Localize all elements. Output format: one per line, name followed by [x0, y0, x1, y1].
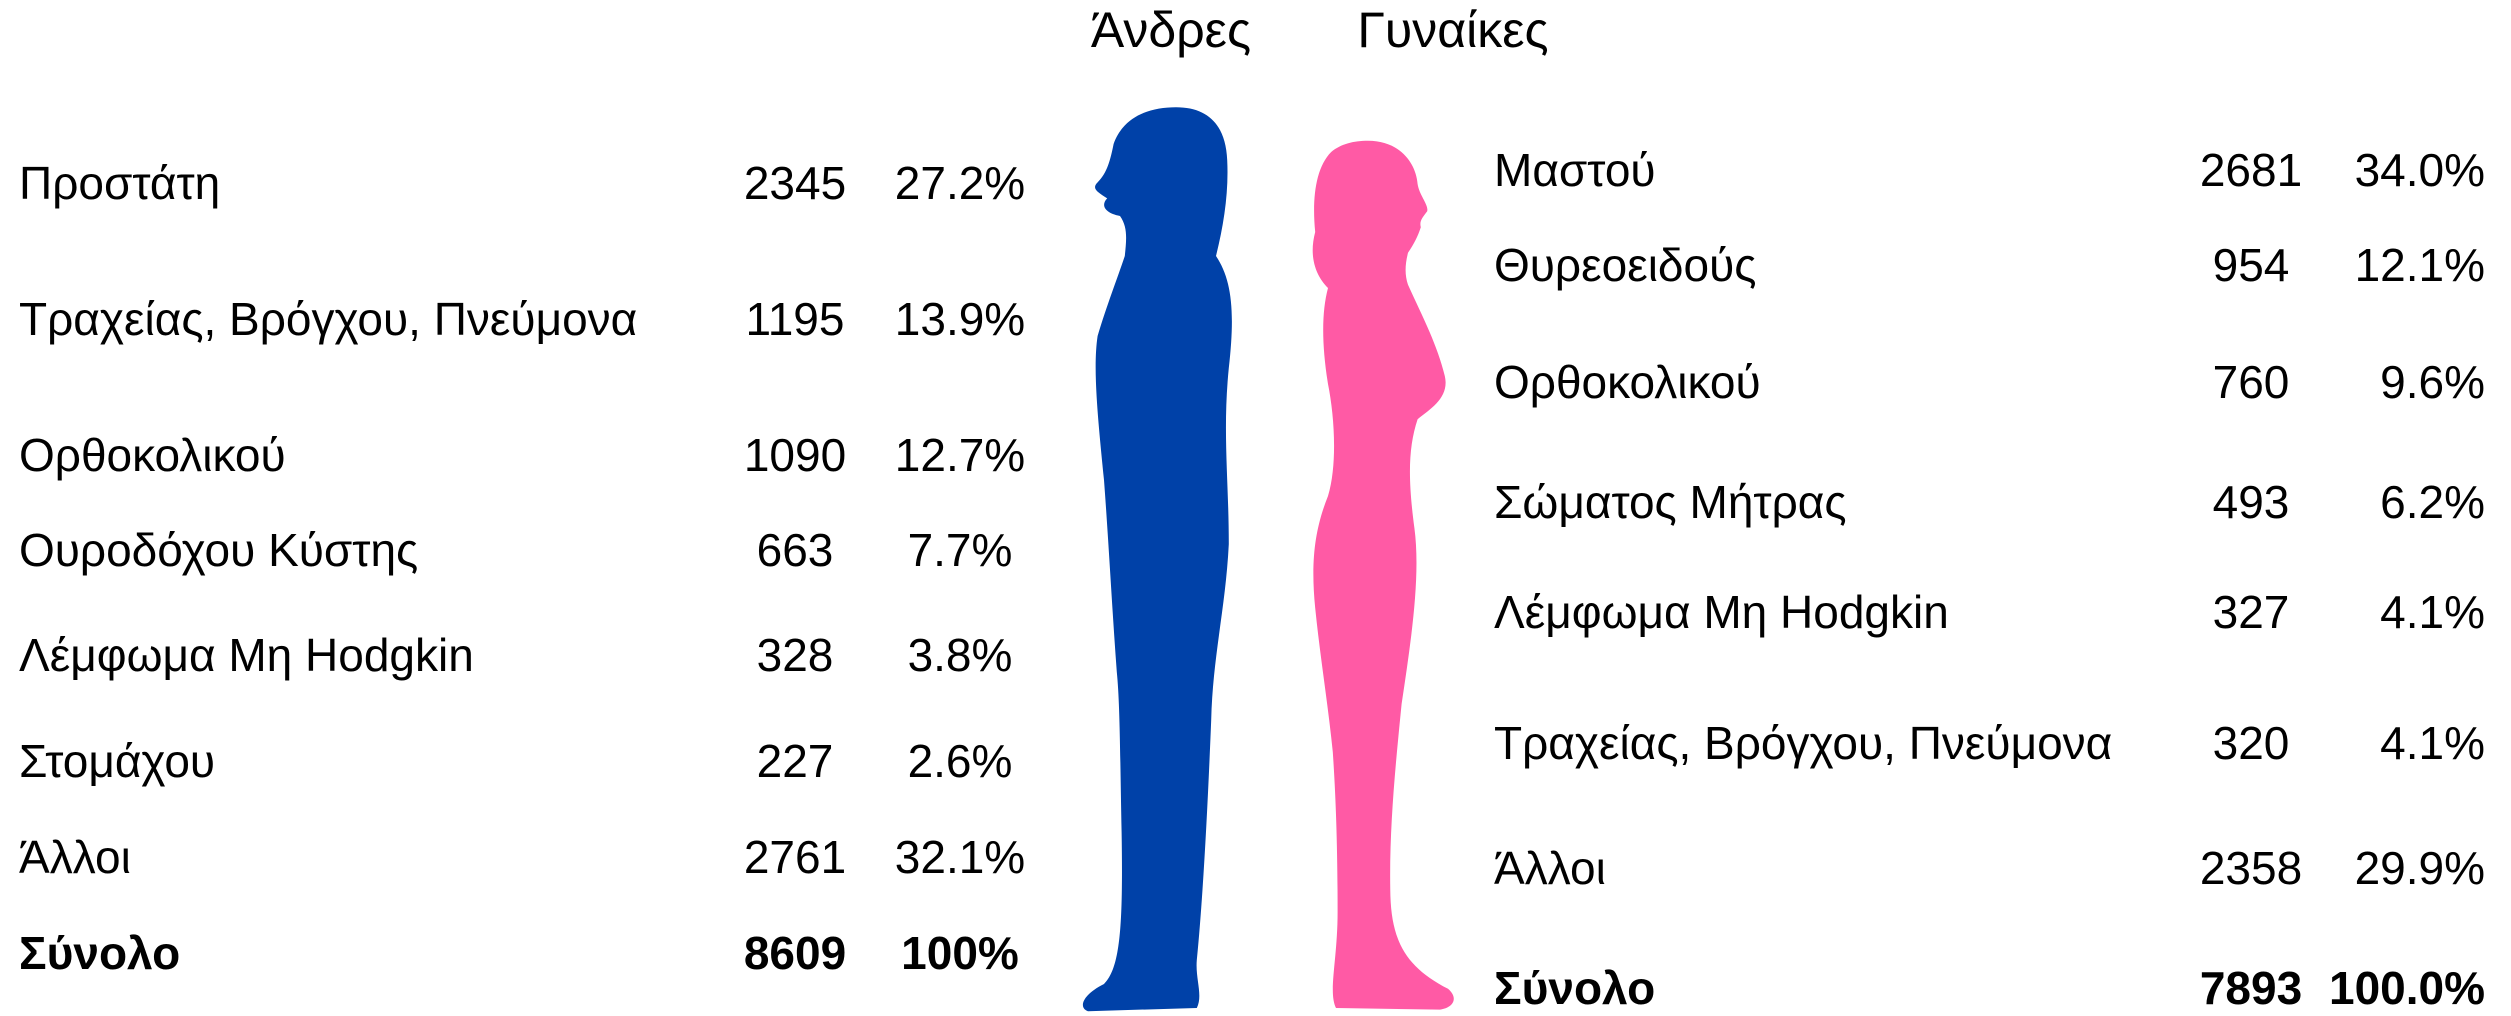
- men-site-label: Άλλοι: [19, 831, 131, 883]
- women-percent: 9.6%: [2380, 356, 2485, 408]
- women-count: 7893: [2200, 962, 2302, 1014]
- men-count: 2761: [744, 831, 846, 883]
- women-site-label: Μαστού: [1494, 144, 1656, 196]
- women-site-label: Σύνολο: [1494, 962, 1655, 1014]
- women-count: 327: [2213, 586, 2290, 638]
- women-percent: 12.1%: [2355, 239, 2485, 291]
- women-count: 954: [2213, 239, 2290, 291]
- men-site-label: Λέμφωμα Μη Hodgkin: [19, 629, 474, 681]
- woman-silhouette: [1313, 141, 1454, 1010]
- men-percent: 27.2%: [895, 157, 1025, 209]
- men-count: 328: [757, 629, 834, 681]
- women-count: 2681: [2200, 144, 2302, 196]
- men-count: 1195: [746, 293, 845, 345]
- men-percent: 100%: [901, 927, 1019, 979]
- women-site-label: Λέμφωμα Μη Hodgkin: [1494, 586, 1949, 638]
- women-site-label: Άλλοι: [1494, 842, 1606, 894]
- men-site-label: Στομάχου: [19, 735, 215, 787]
- women-count: 2358: [2200, 842, 2302, 894]
- men-count: 8609: [744, 927, 846, 979]
- women-site-label: Τραχείας, Βρόγχου, Πνεύμονα: [1494, 717, 2112, 769]
- men-site-label: Προστάτη: [19, 157, 220, 209]
- page: Άνδρες Γυναίκες Προστάτη 2345 27.2% Τραχεία…: [0, 0, 2511, 1016]
- men-site-label: Σύνολο: [19, 927, 180, 979]
- women-count: 320: [2213, 717, 2290, 769]
- men-count: 663: [757, 524, 834, 576]
- women-percent: 6.2%: [2380, 476, 2485, 528]
- men-count: 227: [757, 735, 834, 787]
- men-percent: 3.8%: [908, 629, 1013, 681]
- women-site-label: Θυρεοειδούς: [1494, 239, 1756, 291]
- men-header: Άνδρες: [1091, 2, 1251, 58]
- women-count: 493: [2213, 476, 2290, 528]
- men-site-label: Ουροδόχου Κύστης: [19, 524, 418, 576]
- men-percent: 7.7%: [908, 524, 1013, 576]
- women-site-label: Σώματος Μήτρας: [1494, 476, 1847, 528]
- men-count: 1090: [744, 429, 846, 481]
- men-percent: 32.1%: [895, 831, 1025, 883]
- men-percent: 12.7%: [895, 429, 1025, 481]
- women-percent: 29.9%: [2355, 842, 2485, 894]
- infographic: Άνδρες Γυναίκες Προστάτη 2345 27.2% Τραχεία…: [0, 0, 2511, 1016]
- women-site-label: Ορθοκολικού: [1494, 356, 1761, 408]
- men-percent: 2.6%: [908, 735, 1013, 787]
- men-percent: 13.9%: [895, 293, 1025, 345]
- women-count: 760: [2213, 356, 2290, 408]
- women-percent: 100.0%: [2329, 962, 2485, 1014]
- man-silhouette: [1083, 107, 1232, 1011]
- men-site-label: Τραχείας, Βρόγχου, Πνεύμονα: [19, 293, 637, 345]
- men-site-label: Ορθοκολικού: [19, 429, 286, 481]
- women-percent: 4.1%: [2380, 717, 2485, 769]
- women-header: Γυναίκες: [1357, 2, 1548, 58]
- men-count: 2345: [744, 157, 846, 209]
- women-percent: 4.1%: [2380, 586, 2485, 638]
- women-percent: 34.0%: [2355, 144, 2485, 196]
- silhouettes: [1083, 107, 1454, 1011]
